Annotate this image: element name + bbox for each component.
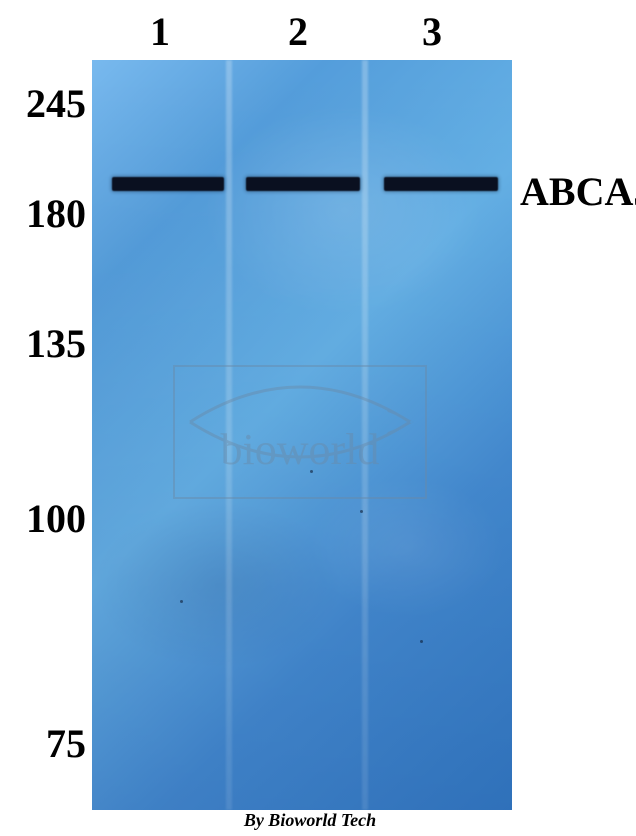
lane-label-3: 3 xyxy=(412,8,452,55)
lane-label-2: 2 xyxy=(278,8,318,55)
band-lane3 xyxy=(384,177,498,191)
attribution: By Bioworld Tech xyxy=(210,810,410,831)
lane-label-1: 1 xyxy=(140,8,180,55)
lane-divider-2-3 xyxy=(362,60,368,810)
band-lane2 xyxy=(246,177,360,191)
lane-divider-1-2 xyxy=(226,60,232,810)
speck xyxy=(420,640,423,643)
marker-245: 245 xyxy=(6,80,86,127)
blot-canvas: 1 2 3 245 180 135 100 75 ABCA5 bioworld … xyxy=(0,0,636,836)
speck xyxy=(360,510,363,513)
protein-label: ABCA5 xyxy=(520,168,636,215)
speck xyxy=(180,600,183,603)
speck xyxy=(310,470,313,473)
band-lane1 xyxy=(112,177,224,191)
marker-180: 180 xyxy=(6,190,86,237)
membrane xyxy=(92,60,512,810)
marker-135: 135 xyxy=(6,320,86,367)
marker-100: 100 xyxy=(6,495,86,542)
marker-75: 75 xyxy=(6,720,86,767)
